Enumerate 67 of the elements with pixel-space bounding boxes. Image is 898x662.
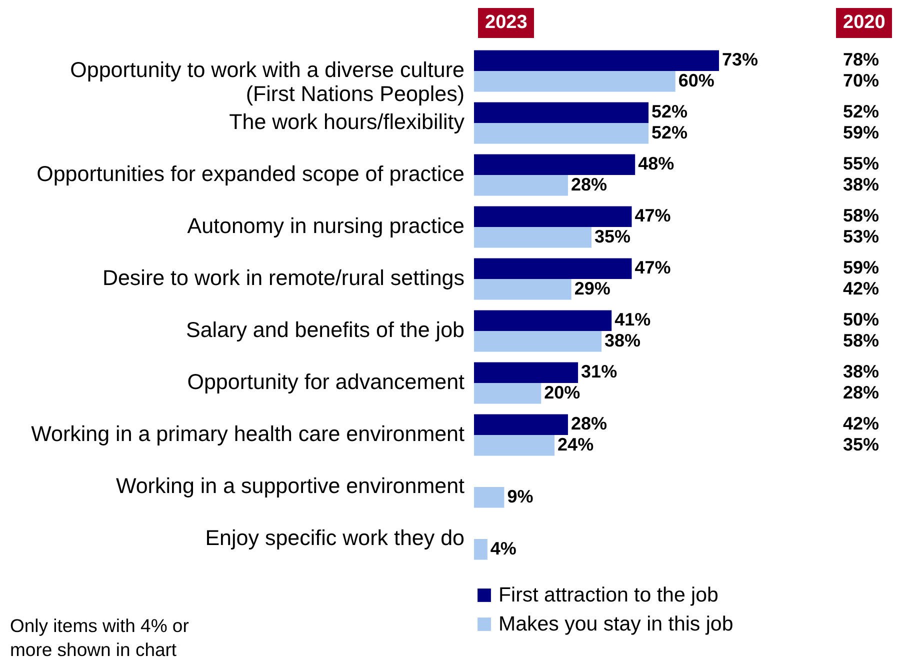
y-tick-label: Opportunities for expanded scope of practice — [36, 162, 464, 186]
data-label: 29% — [574, 278, 610, 298]
bar — [474, 310, 612, 331]
text: 59% — [842, 258, 879, 278]
y-tick-label: Working in a supportive environment — [116, 474, 465, 498]
bar — [474, 227, 592, 248]
data-label: 52% — [652, 102, 688, 122]
data-label: 47% — [634, 206, 671, 226]
bar — [474, 102, 649, 123]
text: 38% — [842, 362, 879, 382]
data-label: 28% — [570, 414, 608, 434]
bar — [474, 123, 649, 144]
legend-label: Makes you stay in this job — [498, 612, 734, 636]
y-tick-label: Opportunity for advancement — [187, 370, 465, 394]
text: 2020 — [836, 8, 892, 38]
y-tick-label: Enjoy specific work they do — [205, 526, 465, 550]
data-label: 52% — [652, 122, 688, 142]
text: 2023 — [478, 8, 534, 38]
y-tick-label: The work hours/flexibility — [229, 110, 465, 134]
data-label: 31% — [581, 362, 618, 382]
y-tick-label: Salary and benefits of the job — [186, 318, 465, 342]
data-label: 48% — [638, 154, 674, 174]
bar — [474, 175, 568, 196]
text: 59% — [842, 122, 879, 142]
data-label: 60% — [678, 70, 714, 90]
text: 35% — [842, 434, 879, 454]
text: Only items with 4% or more shown in chart — [10, 614, 190, 662]
text: 38% — [842, 174, 879, 194]
data-label: 41% — [614, 310, 651, 330]
bar — [474, 539, 488, 560]
y-tick-label: Desire to work in remote/rural settings — [102, 266, 464, 290]
bar — [474, 258, 632, 279]
bar — [474, 331, 602, 352]
text: 53% — [842, 226, 879, 246]
text: 50% — [842, 310, 879, 330]
text: 28% — [842, 382, 879, 402]
bar — [474, 279, 572, 300]
text: 52% — [842, 102, 879, 122]
data-label: 9% — [507, 486, 534, 506]
text: 70% — [842, 70, 879, 90]
data-label: 73% — [722, 50, 758, 70]
bar — [474, 154, 636, 175]
y-tick-label: Working in a primary health care environment — [31, 422, 465, 446]
bar — [474, 206, 632, 227]
data-label: 4% — [490, 538, 516, 558]
legend-label: First attraction to the job — [498, 583, 718, 606]
text: 78% — [842, 50, 879, 70]
bar — [474, 50, 719, 71]
text: 42% — [842, 278, 879, 298]
bar — [474, 71, 676, 92]
bar — [474, 362, 578, 383]
data-label: 35% — [594, 226, 630, 246]
bar — [474, 414, 568, 435]
data-label: 28% — [570, 174, 608, 194]
bar — [474, 487, 504, 508]
bar — [474, 435, 555, 456]
text: 58% — [842, 330, 879, 350]
bar — [474, 383, 542, 404]
data-label: 24% — [558, 434, 594, 454]
y-tick-label: Autonomy in nursing practice — [187, 214, 464, 238]
data-label: 47% — [634, 258, 671, 278]
y-tick-label: Opportunity to work with a diverse culture (First Nations Peoples) — [70, 58, 464, 106]
text: 42% — [842, 414, 879, 434]
data-label: 20% — [544, 382, 580, 402]
text: 55% — [842, 154, 879, 174]
text: 58% — [842, 206, 879, 226]
data-label: 38% — [604, 330, 641, 350]
